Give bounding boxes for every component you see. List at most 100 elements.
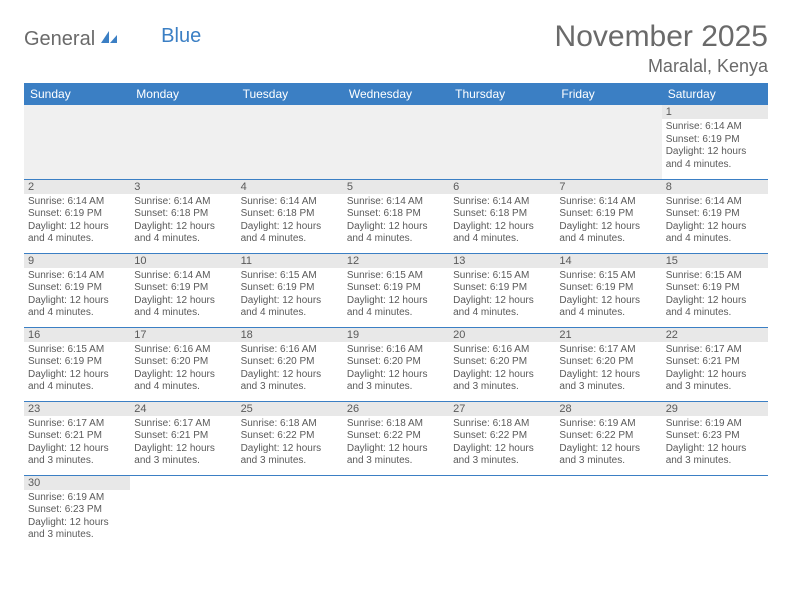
sunrise: Sunrise: 6:15 AM — [241, 270, 339, 283]
sunrise: Sunrise: 6:17 AM — [559, 344, 657, 357]
day-number: 18 — [237, 328, 343, 342]
day-number: 11 — [237, 254, 343, 268]
daylight: Daylight: 12 hours and 3 minutes. — [453, 369, 551, 394]
sunrise: Sunrise: 6:16 AM — [241, 344, 339, 357]
sunrise: Sunrise: 6:16 AM — [347, 344, 445, 357]
sunrise: Sunrise: 6:16 AM — [453, 344, 551, 357]
sunset: Sunset: 6:18 PM — [134, 208, 232, 221]
sunset: Sunset: 6:21 PM — [134, 430, 232, 443]
daylight: Daylight: 12 hours and 4 minutes. — [666, 221, 764, 246]
day-info: Sunrise: 6:18 AMSunset: 6:22 PMDaylight:… — [347, 418, 445, 468]
calendar-cell: 7Sunrise: 6:14 AMSunset: 6:19 PMDaylight… — [555, 179, 661, 253]
sunrise: Sunrise: 6:14 AM — [453, 196, 551, 209]
daylight: Daylight: 12 hours and 3 minutes. — [559, 369, 657, 394]
day-info: Sunrise: 6:17 AMSunset: 6:21 PMDaylight:… — [28, 418, 126, 468]
calendar-cell: 4Sunrise: 6:14 AMSunset: 6:18 PMDaylight… — [237, 179, 343, 253]
day-info: Sunrise: 6:14 AMSunset: 6:18 PMDaylight:… — [347, 196, 445, 246]
day-info: Sunrise: 6:19 AMSunset: 6:23 PMDaylight:… — [28, 492, 126, 542]
weekday-saturday: Saturday — [662, 83, 768, 105]
sunset: Sunset: 6:18 PM — [453, 208, 551, 221]
daylight: Daylight: 12 hours and 4 minutes. — [347, 221, 445, 246]
day-number: 6 — [449, 180, 555, 194]
daylight: Daylight: 12 hours and 3 minutes. — [241, 443, 339, 468]
daylight: Daylight: 12 hours and 4 minutes. — [134, 221, 232, 246]
weekday-monday: Monday — [130, 83, 236, 105]
calendar-row: 16Sunrise: 6:15 AMSunset: 6:19 PMDayligh… — [24, 327, 768, 401]
sunrise: Sunrise: 6:18 AM — [241, 418, 339, 431]
sunset: Sunset: 6:23 PM — [28, 504, 126, 517]
day-number: 7 — [555, 180, 661, 194]
day-info: Sunrise: 6:14 AMSunset: 6:19 PMDaylight:… — [666, 196, 764, 246]
logo: General Blue — [24, 20, 201, 51]
sunrise: Sunrise: 6:18 AM — [347, 418, 445, 431]
daylight: Daylight: 12 hours and 3 minutes. — [241, 369, 339, 394]
calendar-cell: 30 Sunrise: 6:19 AMSunset: 6:23 PMDayligh… — [24, 475, 130, 549]
sunrise: Sunrise: 6:17 AM — [134, 418, 232, 431]
daylight: Daylight: 12 hours and 4 minutes. — [134, 369, 232, 394]
sunset: Sunset: 6:19 PM — [241, 282, 339, 295]
daylight: Daylight: 12 hours and 4 minutes. — [347, 295, 445, 320]
day-info: Sunrise: 6:16 AMSunset: 6:20 PMDaylight:… — [241, 344, 339, 394]
day-number: 30 — [24, 476, 130, 490]
calendar-cell: 29Sunrise: 6:19 AMSunset: 6:23 PMDayligh… — [662, 401, 768, 475]
calendar-cell: 14Sunrise: 6:15 AMSunset: 6:19 PMDayligh… — [555, 253, 661, 327]
weekday-header-row: Sunday Monday Tuesday Wednesday Thursday… — [24, 83, 768, 105]
day-info: Sunrise: 6:15 AMSunset: 6:19 PMDaylight:… — [347, 270, 445, 320]
day-number: 22 — [662, 328, 768, 342]
calendar-cell — [130, 475, 236, 549]
day-info: Sunrise: 6:14 AMSunset: 6:19 PMDaylight:… — [28, 196, 126, 246]
sunrise: Sunrise: 6:14 AM — [559, 196, 657, 209]
day-number: 21 — [555, 328, 661, 342]
sunrise: Sunrise: 6:15 AM — [347, 270, 445, 283]
daylight: Daylight: 12 hours and 4 minutes. — [666, 295, 764, 320]
day-number: 13 — [449, 254, 555, 268]
day-info: Sunrise: 6:18 AMSunset: 6:22 PMDaylight:… — [453, 418, 551, 468]
calendar-cell: 3Sunrise: 6:14 AMSunset: 6:18 PMDaylight… — [130, 179, 236, 253]
weekday-sunday: Sunday — [24, 83, 130, 105]
daylight: Daylight: 12 hours and 3 minutes. — [347, 369, 445, 394]
calendar-cell: 26Sunrise: 6:18 AMSunset: 6:22 PMDayligh… — [343, 401, 449, 475]
calendar-cell: 28Sunrise: 6:19 AMSunset: 6:22 PMDayligh… — [555, 401, 661, 475]
calendar-cell — [24, 105, 130, 179]
calendar-cell: 17Sunrise: 6:16 AMSunset: 6:20 PMDayligh… — [130, 327, 236, 401]
daylight: Daylight: 12 hours and 4 minutes. — [241, 295, 339, 320]
day-info: Sunrise: 6:16 AMSunset: 6:20 PMDaylight:… — [134, 344, 232, 394]
sunset: Sunset: 6:22 PM — [241, 430, 339, 443]
sunrise: Sunrise: 6:14 AM — [347, 196, 445, 209]
sunset: Sunset: 6:18 PM — [241, 208, 339, 221]
day-info: Sunrise: 6:15 AMSunset: 6:19 PMDaylight:… — [241, 270, 339, 320]
sunset: Sunset: 6:21 PM — [666, 356, 764, 369]
calendar-cell: 21 Sunrise: 6:17 AMSunset: 6:20 PMDayligh… — [555, 327, 661, 401]
day-info: Sunrise: 6:14 AMSunset: 6:19 PMDaylight:… — [28, 270, 126, 320]
calendar-cell — [662, 475, 768, 549]
daylight: Daylight: 12 hours and 3 minutes. — [666, 369, 764, 394]
calendar-cell: 27Sunrise: 6:18 AMSunset: 6:22 PMDayligh… — [449, 401, 555, 475]
calendar-cell — [449, 475, 555, 549]
day-info: Sunrise: 6:14 AMSunset: 6:18 PMDaylight:… — [453, 196, 551, 246]
calendar-cell — [555, 475, 661, 549]
sunset: Sunset: 6:19 PM — [666, 208, 764, 221]
sunset: Sunset: 6:19 PM — [134, 282, 232, 295]
sunrise: Sunrise: 6:15 AM — [666, 270, 764, 283]
sunset: Sunset: 6:19 PM — [453, 282, 551, 295]
day-info: Sunrise: 6:14 AMSunset: 6:18 PMDaylight:… — [241, 196, 339, 246]
sunrise: Sunrise: 6:17 AM — [28, 418, 126, 431]
calendar-cell: 15Sunrise: 6:15 AMSunset: 6:19 PMDayligh… — [662, 253, 768, 327]
sunrise: Sunrise: 6:14 AM — [241, 196, 339, 209]
sunrise: Sunrise: 6:16 AM — [134, 344, 232, 357]
calendar-cell: 6 Sunrise: 6:14 AMSunset: 6:18 PMDaylight… — [449, 179, 555, 253]
calendar-cell: 24Sunrise: 6:17 AMSunset: 6:21 PMDayligh… — [130, 401, 236, 475]
day-info: Sunrise: 6:19 AMSunset: 6:23 PMDaylight:… — [666, 418, 764, 468]
day-info: Sunrise: 6:17 AMSunset: 6:20 PMDaylight:… — [559, 344, 657, 394]
day-info: Sunrise: 6:15 AMSunset: 6:19 PMDaylight:… — [666, 270, 764, 320]
daylight: Daylight: 12 hours and 3 minutes. — [28, 517, 126, 542]
daylight: Daylight: 12 hours and 4 minutes. — [559, 295, 657, 320]
title-block: November 2025 Maralal, Kenya — [555, 20, 768, 77]
day-number: 23 — [24, 402, 130, 416]
day-number: 2 — [24, 180, 130, 194]
daylight: Daylight: 12 hours and 3 minutes. — [666, 443, 764, 468]
calendar-row: 2Sunrise: 6:14 AMSunset: 6:19 PMDaylight… — [24, 179, 768, 253]
calendar-cell: 25Sunrise: 6:18 AMSunset: 6:22 PMDayligh… — [237, 401, 343, 475]
calendar-cell: 1Sunrise: 6:14 AMSunset: 6:19 PMDaylight… — [662, 105, 768, 179]
calendar-cell — [237, 105, 343, 179]
